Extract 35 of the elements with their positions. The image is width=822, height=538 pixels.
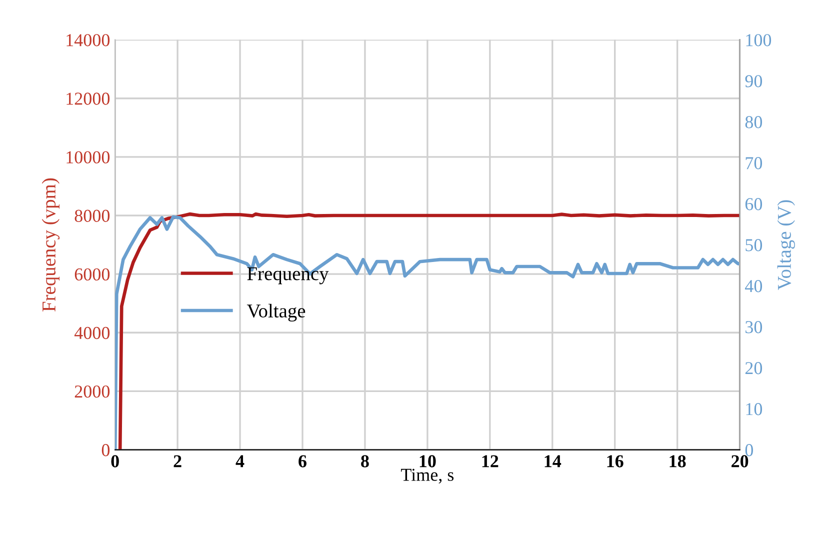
y2-tick-label: 60 bbox=[745, 198, 762, 210]
x-axis-title: Time, s bbox=[401, 468, 454, 484]
x-tick-label: 6 bbox=[298, 455, 306, 468]
x-tick-label: 12 bbox=[482, 455, 498, 468]
y-tick-label: 4000 bbox=[74, 326, 110, 340]
y-tick-label: 8000 bbox=[74, 210, 110, 222]
x-tick-label: 4 bbox=[236, 455, 244, 468]
y2-tick-label: 100 bbox=[746, 34, 772, 46]
legend-label: Voltage bbox=[246, 304, 306, 322]
y-tick-label: 14000 bbox=[66, 34, 110, 46]
y2-tick-label: 70 bbox=[746, 157, 762, 170]
x-tick-label: 0 bbox=[111, 455, 119, 468]
y-tick-label: 6000 bbox=[74, 268, 110, 281]
y-tick-label: 0 bbox=[102, 444, 110, 456]
y2-tick-label: 80 bbox=[745, 116, 762, 128]
x-tick-label: 8 bbox=[361, 455, 369, 468]
y-axis-title: Frequency (vpm) bbox=[42, 178, 60, 312]
x-tick-label: 16 bbox=[607, 455, 624, 468]
x-tick-label: 10 bbox=[420, 455, 436, 468]
y2-tick-label: 20 bbox=[745, 362, 762, 374]
legend-label: Frequency bbox=[247, 267, 329, 284]
y2-tick-label: 50 bbox=[746, 239, 762, 252]
y2-tick-label: 0 bbox=[745, 444, 753, 456]
y2-tick-label: 10 bbox=[746, 403, 762, 416]
y2-tick-label: 90 bbox=[745, 75, 762, 88]
y2-tick-label: 30 bbox=[746, 321, 762, 334]
x-tick-label: 18 bbox=[670, 455, 686, 468]
x-tick-label: 20 bbox=[732, 455, 748, 468]
y2-tick-label: 40 bbox=[745, 280, 762, 292]
y2-axis-title: Voltage (V) bbox=[777, 200, 795, 290]
x-tick-label: 2 bbox=[174, 455, 182, 468]
x-tick-label: 14 bbox=[544, 455, 562, 468]
y-tick-label: 2000 bbox=[74, 385, 110, 398]
y-tick-label: 12000 bbox=[66, 92, 110, 105]
y-tick-label: 10000 bbox=[66, 151, 110, 164]
